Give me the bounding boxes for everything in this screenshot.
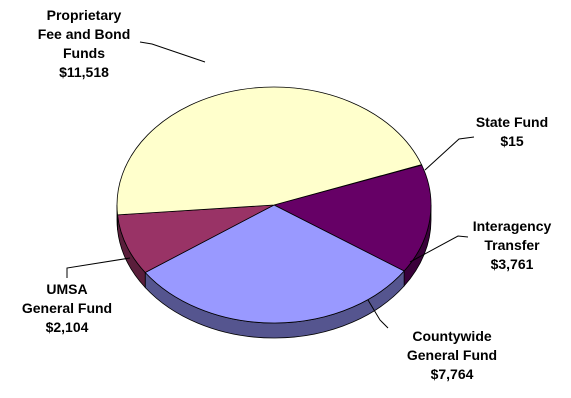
slice-amount: $7,764 <box>431 366 474 382</box>
slice-amount: $2,104 <box>46 319 89 335</box>
leader-line-1 <box>409 235 469 263</box>
slice-name-line: Proprietary <box>47 7 122 23</box>
slice-label-3: UMSA General Fund $2,104 <box>22 281 112 335</box>
slice-labels: State Fund $15 Interagency Transfer $3,761 Co… <box>22 7 552 382</box>
slice-amount: $15 <box>500 133 524 149</box>
slice-name-line: State Fund <box>476 114 548 130</box>
pie-slice-2 <box>144 204 405 324</box>
slice-label-2: Countywide General Fund $7,764 <box>407 328 497 382</box>
slice-amount: $3,761 <box>491 256 534 272</box>
leader-line-4 <box>139 41 206 63</box>
slice-name-line: UMSA <box>46 281 87 297</box>
slice-name-line: Transfer <box>484 237 540 253</box>
slice-label-4: Proprietary Fee and Bond Funds $11,518 <box>38 7 131 80</box>
slice-name-line: Funds <box>63 45 105 61</box>
slice-name-line: General Fund <box>22 300 112 316</box>
leader-line-3 <box>66 257 131 278</box>
slice-label-0: State Fund $15 <box>476 114 548 149</box>
pie-slice-4 <box>116 86 422 216</box>
slice-name-line: Countywide <box>412 328 492 344</box>
leader-line-2 <box>367 299 389 329</box>
leader-lines <box>66 41 475 329</box>
slice-name-line: Interagency <box>473 218 552 234</box>
leader-line-0 <box>424 136 475 171</box>
slice-name-line: General Fund <box>407 347 497 363</box>
slice-amount: $11,518 <box>59 64 109 80</box>
pie-slices <box>116 86 432 324</box>
slice-label-1: Interagency Transfer $3,761 <box>473 218 552 272</box>
pie-slice-1 <box>273 164 432 272</box>
slice-name-line: Fee and Bond <box>38 26 131 42</box>
